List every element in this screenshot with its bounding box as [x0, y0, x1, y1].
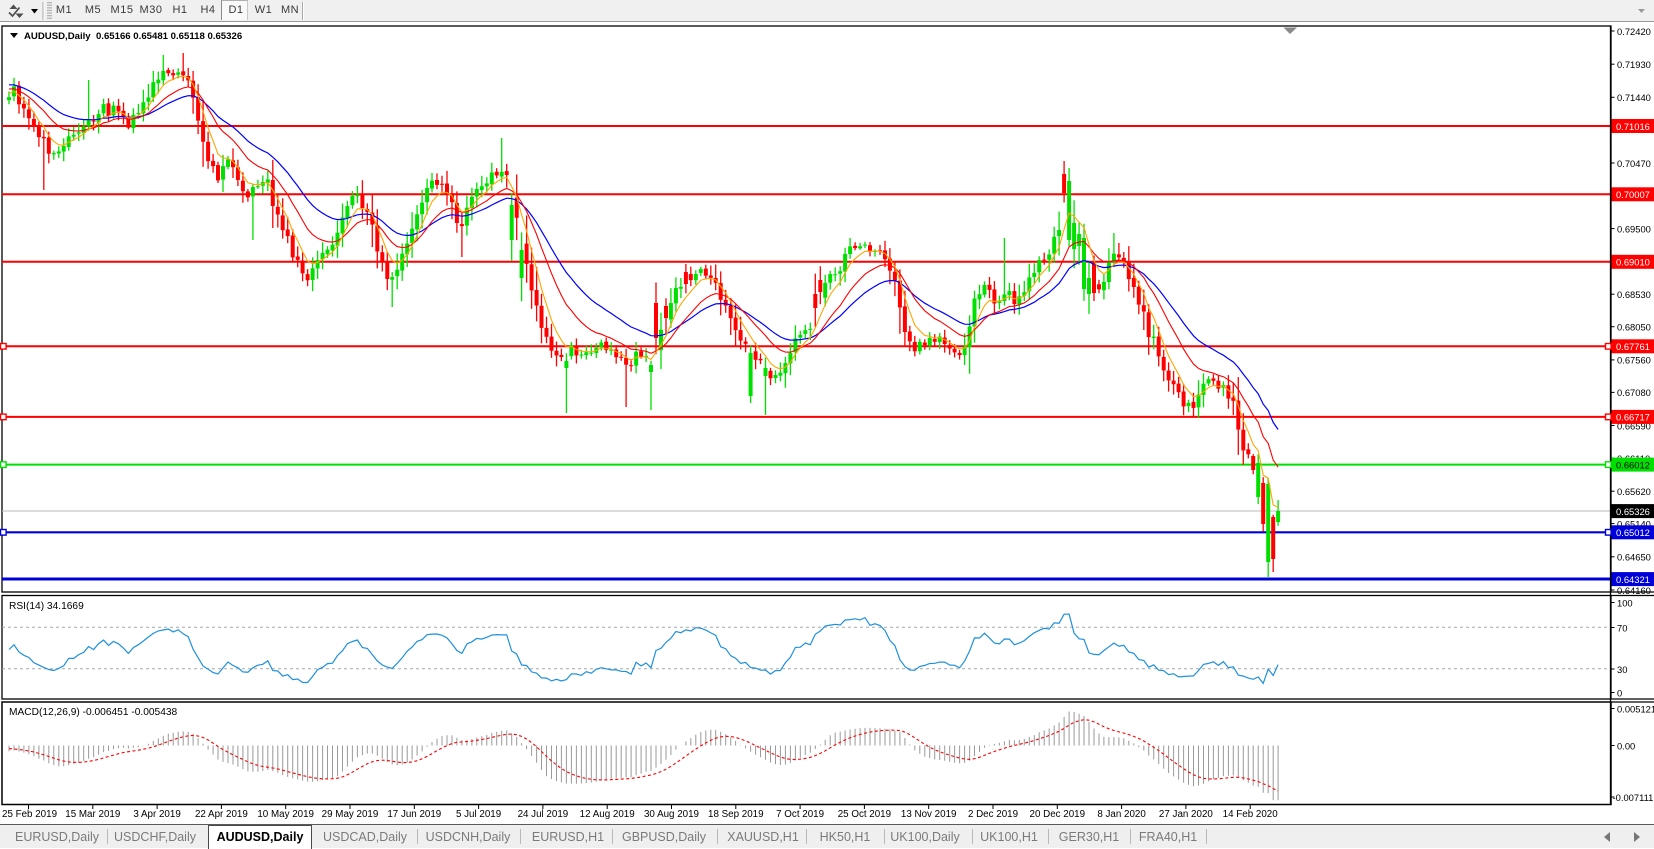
svg-text:20 Dec 2019: 20 Dec 2019: [1030, 809, 1086, 820]
svg-text:0.71930: 0.71930: [1617, 59, 1651, 70]
svg-text:0.69500: 0.69500: [1617, 223, 1651, 234]
svg-text:5 Jul 2019: 5 Jul 2019: [456, 809, 501, 820]
svg-text:0.69010: 0.69010: [1616, 257, 1650, 268]
svg-text:0: 0: [1617, 687, 1622, 698]
svg-text:0.71016: 0.71016: [1616, 121, 1650, 132]
svg-text:70: 70: [1617, 622, 1627, 633]
svg-text:0.70007: 0.70007: [1616, 189, 1650, 200]
svg-text:0.67761: 0.67761: [1616, 341, 1650, 352]
svg-text:25 Oct 2019: 25 Oct 2019: [838, 809, 891, 820]
svg-text:14 Feb 2020: 14 Feb 2020: [1223, 809, 1279, 820]
svg-text:-0.007111: -0.007111: [1613, 792, 1654, 803]
svg-text:0.65620: 0.65620: [1617, 486, 1651, 497]
svg-text:0.66717: 0.66717: [1616, 412, 1650, 423]
svg-text:15 Mar 2019: 15 Mar 2019: [65, 809, 120, 820]
svg-text:0.68050: 0.68050: [1617, 322, 1651, 333]
svg-text:AUDUSD,Daily 0.65166 0.65481: AUDUSD,Daily 0.65166 0.65481 0.65118 0.6…: [24, 31, 242, 42]
svg-text:2 Dec 2019: 2 Dec 2019: [968, 809, 1018, 820]
svg-text:3 Apr 2019: 3 Apr 2019: [133, 809, 180, 820]
svg-text:0.64650: 0.64650: [1617, 552, 1651, 563]
svg-text:22 Apr 2019: 22 Apr 2019: [195, 809, 248, 820]
svg-text:30: 30: [1617, 664, 1627, 675]
svg-text:0.00: 0.00: [1617, 740, 1635, 751]
svg-text:0.66012: 0.66012: [1616, 459, 1650, 470]
svg-text:7 Oct 2019: 7 Oct 2019: [776, 809, 824, 820]
svg-text:13 Nov 2019: 13 Nov 2019: [901, 809, 957, 820]
svg-text:27 Jan 2020: 27 Jan 2020: [1159, 809, 1213, 820]
svg-text:24 Jul 2019: 24 Jul 2019: [518, 809, 569, 820]
svg-text:0.65012: 0.65012: [1616, 527, 1650, 538]
svg-text:0.70470: 0.70470: [1617, 158, 1651, 169]
svg-text:100: 100: [1617, 597, 1633, 608]
svg-text:30 Aug 2019: 30 Aug 2019: [644, 809, 699, 820]
svg-text:18 Sep 2019: 18 Sep 2019: [708, 809, 764, 820]
svg-text:0.72420: 0.72420: [1617, 26, 1651, 37]
svg-text:0.65326: 0.65326: [1616, 506, 1650, 517]
svg-text:25 Feb 2019: 25 Feb 2019: [2, 809, 57, 820]
svg-text:10 May 2019: 10 May 2019: [257, 809, 314, 820]
svg-text:0.64321: 0.64321: [1616, 574, 1650, 585]
svg-text:8 Jan 2020: 8 Jan 2020: [1097, 809, 1146, 820]
svg-text:MACD(12,26,9) -0.006451 -0.005: MACD(12,26,9) -0.006451 -0.005438: [9, 707, 178, 718]
svg-text:RSI(14) 34.1669: RSI(14) 34.1669: [9, 601, 84, 612]
svg-text:0.68530: 0.68530: [1617, 289, 1651, 300]
svg-text:0.71440: 0.71440: [1617, 92, 1651, 103]
svg-text:29 May 2019: 29 May 2019: [322, 809, 379, 820]
svg-text:0.67560: 0.67560: [1617, 355, 1651, 366]
svg-text:17 Jun 2019: 17 Jun 2019: [387, 809, 441, 820]
svg-text:0.005121: 0.005121: [1617, 703, 1654, 714]
svg-text:12 Aug 2019: 12 Aug 2019: [580, 809, 635, 820]
svg-text:0.64160: 0.64160: [1617, 585, 1651, 596]
svg-text:0.67080: 0.67080: [1617, 387, 1651, 398]
